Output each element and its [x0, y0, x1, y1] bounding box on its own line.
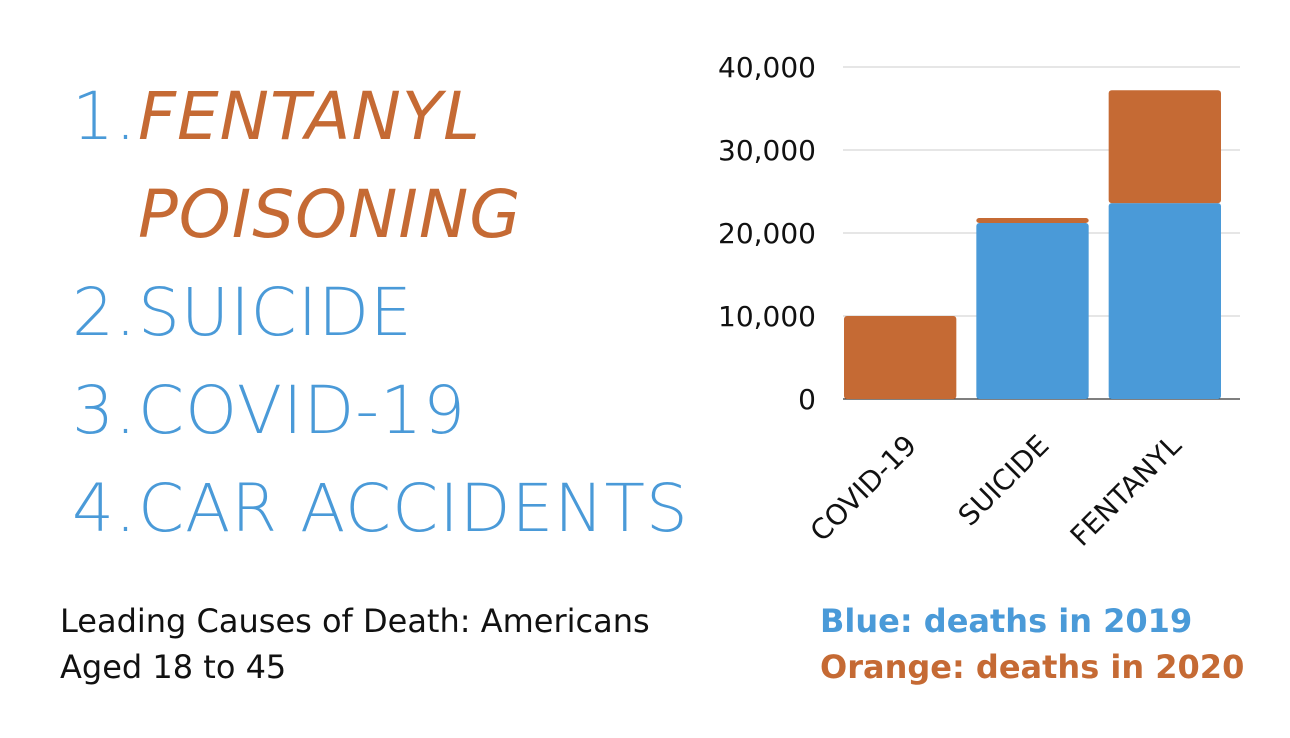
- list-number: 3.: [72, 372, 137, 449]
- y-tick-label: 0: [798, 383, 816, 416]
- list-number: 1.: [72, 78, 137, 155]
- x-category-label: SUICIDE: [952, 429, 1056, 533]
- list-text: COVID-19: [138, 372, 467, 449]
- list-item-suicide: 2.SUICIDE: [72, 264, 712, 362]
- list-text: SUICIDE: [138, 274, 413, 351]
- bar-suicide-series-0: [976, 223, 1089, 399]
- bar-covid-19-series-1: [844, 316, 957, 399]
- causes-list: 1.FENTANYL POISONING 2.SUICIDE 3.COVID-19…: [72, 68, 712, 558]
- list-text: FENTANYL POISONING: [138, 68, 521, 264]
- bar-fentanyl-series-1: [1108, 90, 1221, 204]
- y-tick-label: 10,000: [718, 300, 816, 333]
- legend-blue-text: Blue: deaths in 2019: [820, 602, 1193, 640]
- y-tick-label: 20,000: [718, 217, 816, 250]
- caption: Leading Causes of Death: Americans Aged …: [60, 598, 740, 690]
- y-tick-label: 30,000: [718, 134, 816, 167]
- list-text-line2: POISONING: [138, 176, 522, 253]
- list-number: 4.: [72, 470, 137, 547]
- x-category-label: FENTANYL: [1064, 428, 1188, 552]
- x-category-label: COVID-19: [804, 429, 923, 548]
- y-tick-label: 40,000: [718, 51, 816, 84]
- list-text-line1: FENTANYL: [138, 78, 481, 155]
- list-text: CAR ACCIDENTS: [138, 470, 689, 547]
- caption-line2: Aged 18 to 45: [60, 648, 287, 686]
- list-item-car-accidents: 4.CAR ACCIDENTS: [72, 460, 712, 558]
- bar-suicide-series-1: [976, 218, 1089, 224]
- stacked-bar-chart: 0 10,000 20,000 30,000 40,000 COVID-19 SUICIDE…: [718, 51, 1240, 553]
- list-item-fentanyl: 1.FENTANYL POISONING: [72, 68, 712, 264]
- caption-line1: Leading Causes of Death: Americans: [60, 602, 650, 640]
- legend-orange-text: Orange: deaths in 2020: [820, 648, 1245, 686]
- bar-fentanyl-series-0: [1108, 203, 1221, 399]
- list-item-covid: 3.COVID-19: [72, 362, 712, 460]
- legend: Blue: deaths in 2019 Orange: deaths in 2…: [820, 598, 1244, 690]
- list-number: 2.: [72, 274, 137, 351]
